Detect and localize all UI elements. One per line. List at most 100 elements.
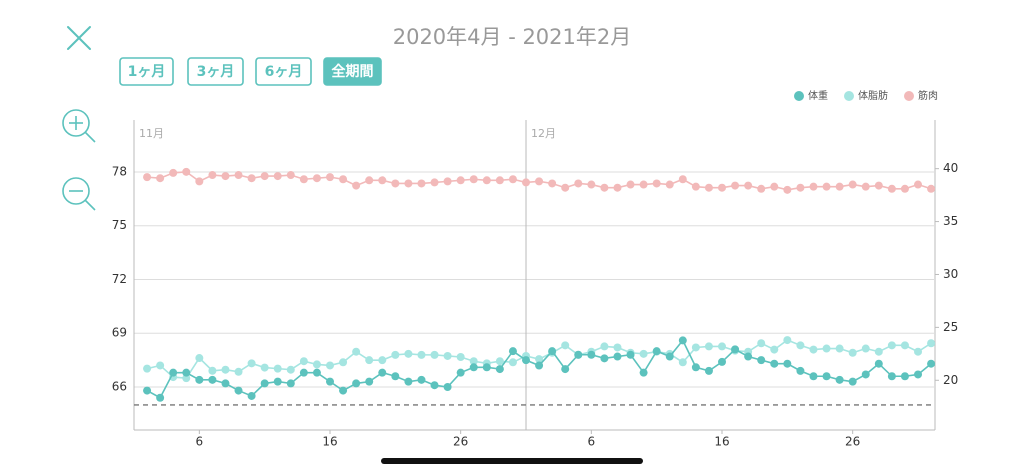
x-tick-label: 26 [845,435,860,449]
data-point [744,352,753,361]
data-point [835,182,844,191]
data-point [678,336,687,345]
data-point [312,360,321,369]
data-point [404,349,413,358]
data-point [914,180,923,189]
data-point [273,172,282,181]
data-point [835,344,844,353]
data-point [430,178,439,187]
y-tick-label: 72 [112,272,127,286]
range-button[interactable]: 1ヶ月 [119,57,174,86]
data-point [169,368,178,377]
data-point [391,179,400,188]
data-point [744,181,753,190]
data-point [914,347,923,356]
data-point [456,176,465,185]
data-point [600,342,609,351]
range-button[interactable]: 6ヶ月 [255,57,312,86]
data-point [809,372,818,381]
data-point [508,347,517,356]
y2-tick-label: 35 [943,214,958,228]
data-point [665,180,674,189]
data-point [273,364,282,373]
data-point [404,377,413,386]
data-point [365,176,374,185]
data-point [143,173,152,182]
data-point [234,386,243,395]
data-point [247,391,256,400]
data-point [182,167,191,176]
data-point [561,341,570,350]
close-button[interactable] [67,26,91,50]
data-point [796,341,805,350]
data-point [273,377,282,386]
range-button-label: 全期間 [332,63,374,80]
data-point [848,377,857,386]
data-point [469,175,478,184]
data-point [378,176,387,185]
y-tick-label: 69 [112,326,127,340]
data-point [378,368,387,377]
month-label: 12月 [531,127,556,140]
data-point [182,374,191,383]
data-point [874,347,883,356]
data-point [260,363,269,372]
range-button[interactable]: 全期間 [323,57,382,86]
data-point [822,372,831,381]
data-point [169,168,178,177]
data-point [809,345,818,354]
data-point [182,368,191,377]
data-point [391,350,400,359]
data-point [195,375,204,384]
data-point [927,359,936,368]
data-point [900,372,909,381]
data-point [417,375,426,384]
legend-label: 筋肉 [918,89,938,102]
data-point [339,358,348,367]
range-button-label: 6ヶ月 [265,64,303,80]
data-point [299,368,308,377]
data-point [639,180,648,189]
data-point [156,393,165,402]
legend-marker [844,91,854,101]
data-point [430,381,439,390]
data-point [822,182,831,191]
data-point [208,171,217,180]
y-tick-label: 75 [112,218,127,232]
data-point [221,172,230,181]
zoom-out-button[interactable] [62,177,96,211]
data-point [404,179,413,188]
data-point [469,357,478,366]
data-point [757,339,766,348]
range-button[interactable]: 3ヶ月 [187,57,244,86]
data-point [887,341,896,350]
data-point [417,350,426,359]
data-point [208,366,217,375]
data-point [783,185,792,194]
data-point [561,365,570,374]
zoom-in-button[interactable] [62,109,96,143]
data-point [574,350,583,359]
data-point [234,367,243,376]
data-point [508,358,517,367]
data-point [482,176,491,185]
home-indicator [381,458,643,464]
period-title: 2020年4月 - 2021年2月 [393,25,632,49]
data-point [326,377,335,386]
range-button-box [119,57,174,86]
data-point [587,350,596,359]
range-button-box [323,57,382,86]
data-point [626,350,635,359]
data-point [535,361,544,370]
data-point [783,359,792,368]
close-icon-stroke [67,26,91,50]
data-point [299,357,308,366]
range-button-label: 1ヶ月 [128,64,166,80]
data-point [495,365,504,374]
data-point [299,175,308,184]
data-point [495,176,504,185]
data-point [339,386,348,395]
data-point [757,356,766,365]
